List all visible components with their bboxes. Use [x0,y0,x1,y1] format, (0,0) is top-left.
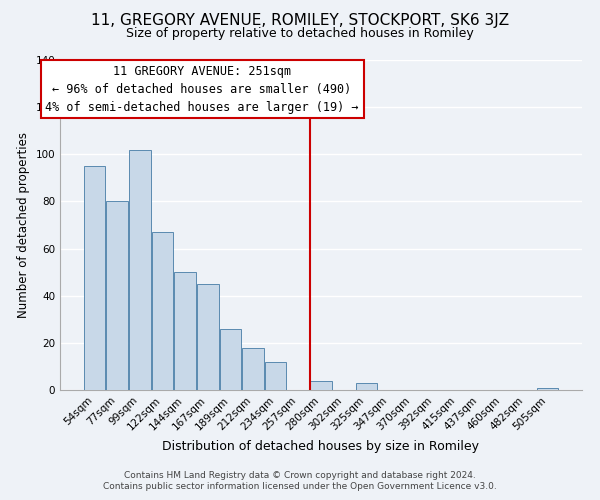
Text: Contains HM Land Registry data © Crown copyright and database right 2024.: Contains HM Land Registry data © Crown c… [124,471,476,480]
Bar [220,328,241,390]
Bar [356,383,377,390]
Bar [129,150,151,390]
Bar [265,362,286,390]
Bar [152,232,173,390]
Text: 11 GREGORY AVENUE: 251sqm
← 96% of detached houses are smaller (490)
4% of semi-: 11 GREGORY AVENUE: 251sqm ← 96% of detac… [46,64,359,114]
X-axis label: Distribution of detached houses by size in Romiley: Distribution of detached houses by size … [163,440,479,453]
Bar [106,202,128,390]
Text: Contains public sector information licensed under the Open Government Licence v3: Contains public sector information licen… [103,482,497,491]
Text: Size of property relative to detached houses in Romiley: Size of property relative to detached ho… [126,28,474,40]
Bar [310,380,332,390]
Y-axis label: Number of detached properties: Number of detached properties [17,132,30,318]
Bar [242,348,264,390]
Bar [175,272,196,390]
Bar [537,388,558,390]
Bar [197,284,218,390]
Bar [84,166,105,390]
Text: 11, GREGORY AVENUE, ROMILEY, STOCKPORT, SK6 3JZ: 11, GREGORY AVENUE, ROMILEY, STOCKPORT, … [91,12,509,28]
